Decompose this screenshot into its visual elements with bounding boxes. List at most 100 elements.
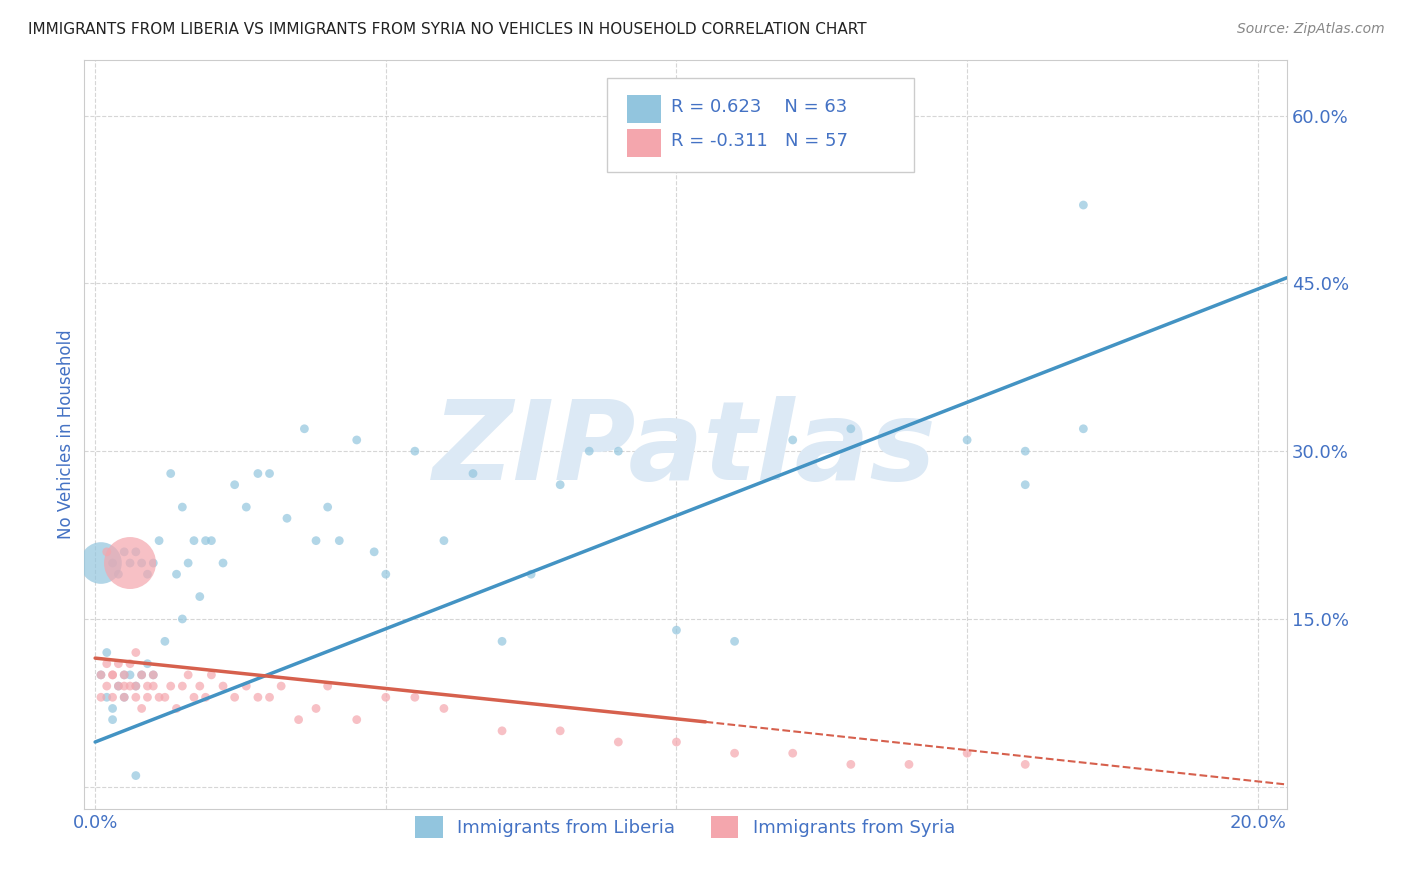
Point — [101, 713, 124, 727]
FancyBboxPatch shape — [607, 78, 914, 172]
Point — [96, 646, 118, 660]
Point — [183, 690, 205, 705]
Point — [101, 556, 124, 570]
Point — [188, 679, 211, 693]
Point — [212, 556, 235, 570]
Point — [461, 467, 484, 481]
Text: R = -0.311   N = 57: R = -0.311 N = 57 — [671, 131, 848, 150]
Point — [153, 634, 176, 648]
Y-axis label: No Vehicles in Household: No Vehicles in Household — [58, 329, 75, 539]
Point — [101, 668, 124, 682]
Point — [246, 467, 269, 481]
Point — [305, 701, 328, 715]
Point — [404, 444, 426, 458]
Point — [96, 545, 118, 559]
Point — [607, 735, 630, 749]
Point — [125, 768, 148, 782]
Text: IMMIGRANTS FROM LIBERIA VS IMMIGRANTS FROM SYRIA NO VEHICLES IN HOUSEHOLD CORREL: IMMIGRANTS FROM LIBERIA VS IMMIGRANTS FR… — [28, 22, 866, 37]
Point — [374, 567, 396, 582]
Point — [1014, 757, 1036, 772]
Point — [172, 612, 194, 626]
Point — [276, 511, 298, 525]
Point — [235, 500, 257, 514]
Point — [839, 422, 862, 436]
Point — [1073, 422, 1095, 436]
Point — [107, 679, 129, 693]
Point — [107, 657, 129, 671]
Point — [118, 556, 141, 570]
Point — [839, 757, 862, 772]
Point — [328, 533, 350, 548]
Point — [316, 679, 339, 693]
Point — [101, 668, 124, 682]
FancyBboxPatch shape — [627, 128, 661, 157]
Legend: Immigrants from Liberia, Immigrants from Syria: Immigrants from Liberia, Immigrants from… — [408, 809, 962, 845]
Point — [183, 533, 205, 548]
Point — [107, 567, 129, 582]
Point — [125, 679, 148, 693]
Point — [665, 735, 688, 749]
Point — [118, 556, 141, 570]
Point — [90, 556, 112, 570]
Point — [346, 433, 368, 447]
Point — [374, 690, 396, 705]
Point — [177, 556, 200, 570]
Point — [159, 679, 181, 693]
Point — [346, 713, 368, 727]
Point — [112, 668, 135, 682]
Point — [723, 634, 745, 648]
Point — [131, 556, 153, 570]
Point — [404, 690, 426, 705]
Point — [548, 477, 571, 491]
Point — [433, 533, 456, 548]
FancyBboxPatch shape — [627, 95, 661, 123]
Point — [607, 444, 630, 458]
Point — [287, 713, 309, 727]
Point — [578, 444, 600, 458]
Point — [101, 701, 124, 715]
Point — [112, 690, 135, 705]
Point — [172, 679, 194, 693]
Point — [1014, 444, 1036, 458]
Point — [259, 467, 281, 481]
Point — [782, 746, 804, 760]
Point — [177, 668, 200, 682]
Point — [956, 433, 979, 447]
Point — [142, 668, 165, 682]
Point — [1014, 477, 1036, 491]
Point — [316, 500, 339, 514]
Point — [166, 567, 188, 582]
Point — [90, 668, 112, 682]
Point — [136, 567, 159, 582]
Point — [136, 690, 159, 705]
Point — [200, 533, 222, 548]
Point — [118, 679, 141, 693]
Point — [90, 668, 112, 682]
Point — [112, 545, 135, 559]
Point — [153, 690, 176, 705]
Point — [96, 690, 118, 705]
Point — [148, 533, 170, 548]
Point — [433, 701, 456, 715]
Point — [107, 679, 129, 693]
Point — [136, 679, 159, 693]
Point — [125, 690, 148, 705]
Point — [159, 467, 181, 481]
Point — [212, 679, 235, 693]
Point — [956, 746, 979, 760]
Point — [136, 657, 159, 671]
Point — [224, 690, 246, 705]
Point — [131, 701, 153, 715]
Point — [96, 679, 118, 693]
Point — [491, 634, 513, 648]
Point — [142, 679, 165, 693]
Point — [194, 533, 217, 548]
Point — [294, 422, 316, 436]
Point — [125, 646, 148, 660]
Point — [118, 668, 141, 682]
Point — [172, 500, 194, 514]
Point — [131, 668, 153, 682]
Point — [520, 567, 543, 582]
Point — [363, 545, 385, 559]
Point — [90, 690, 112, 705]
